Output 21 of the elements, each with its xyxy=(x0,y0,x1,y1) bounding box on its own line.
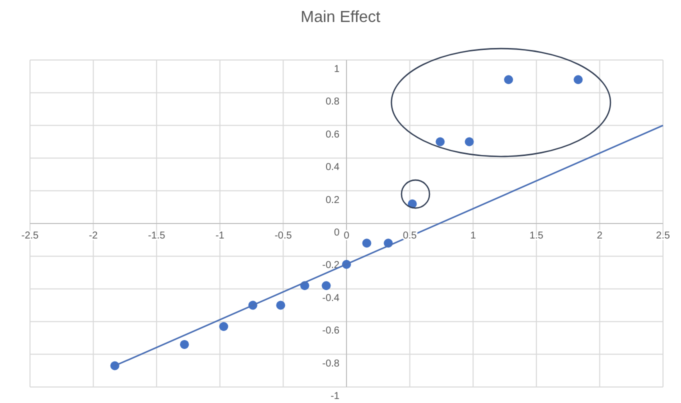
x-tick-label: 1 xyxy=(470,230,476,242)
y-tick-label: -1 xyxy=(330,391,340,402)
y-tick-label: -0.6 xyxy=(322,326,340,337)
x-tick-label: 2 xyxy=(596,230,603,242)
y-tick-label: 0.4 xyxy=(326,162,340,174)
x-tick-label: 0 xyxy=(344,230,350,242)
x-tick-label: -2.5 xyxy=(21,230,40,242)
y-tick-label: 0.6 xyxy=(326,129,340,140)
y-tick-label: 0.8 xyxy=(326,96,340,108)
x-tick-label: -0.5 xyxy=(274,230,292,242)
x-tick-label: 1.5 xyxy=(529,230,544,242)
chart-title: Main Effect xyxy=(300,9,381,26)
y-tick-label: 1 xyxy=(334,64,340,75)
y-tick-label: -0.8 xyxy=(322,358,340,370)
x-tick-label: -2 xyxy=(88,230,98,242)
x-tick-label: -1 xyxy=(215,230,225,242)
x-tick-label: 2.5 xyxy=(656,230,670,242)
y-tick-label: 0.2 xyxy=(326,194,340,206)
y-tick-label: -0.2 xyxy=(322,260,340,272)
y-tick-label: -0.4 xyxy=(322,292,340,304)
x-tick-label: -1.5 xyxy=(148,230,166,242)
